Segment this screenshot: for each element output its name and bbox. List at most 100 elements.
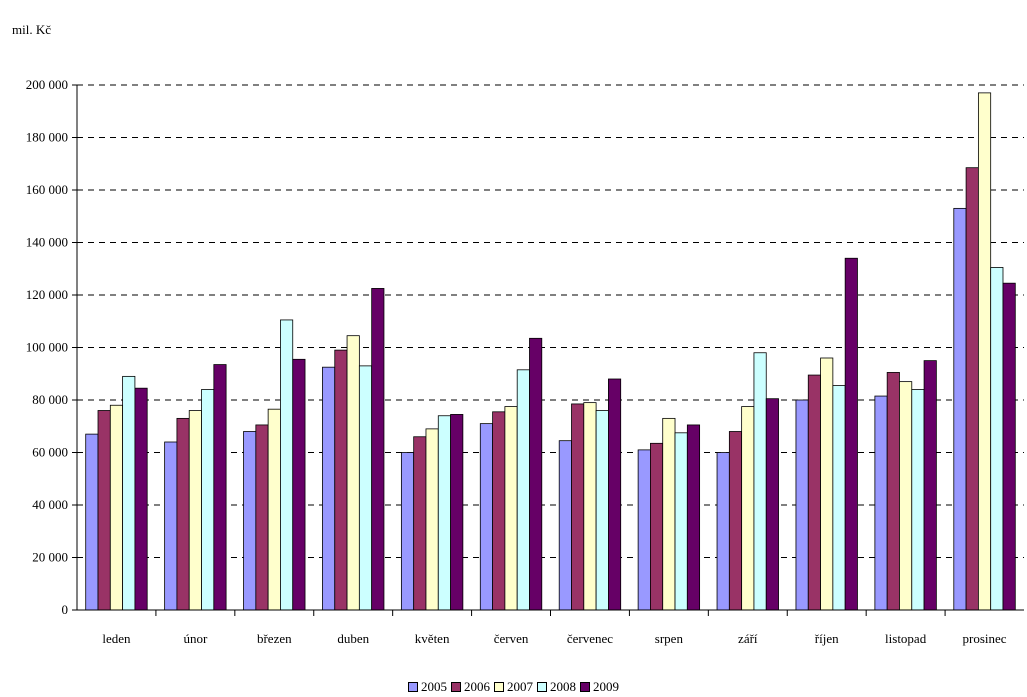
bar-2005-červen bbox=[479, 423, 493, 611]
bar-2007-červenec bbox=[583, 402, 597, 611]
bar-2009-březen bbox=[292, 358, 306, 611]
legend-swatch bbox=[580, 682, 590, 693]
y-tick-label: 200 000 bbox=[26, 77, 68, 92]
bar-2005-leden bbox=[85, 433, 99, 611]
bar-2006-prosinec bbox=[965, 167, 979, 611]
bar-2005-říjen bbox=[795, 399, 809, 611]
y-tick-label: 20 000 bbox=[32, 550, 68, 565]
bar-2008-prosinec bbox=[990, 267, 1004, 611]
y-tick-label: 160 000 bbox=[26, 182, 68, 197]
x-tick-label: červenec bbox=[567, 631, 613, 646]
bar-2005-prosinec bbox=[953, 207, 967, 611]
bar-2007-březen bbox=[267, 408, 281, 611]
bar-2009-únor bbox=[213, 364, 227, 611]
bar-2007-prosinec bbox=[977, 92, 992, 611]
bar-2009-prosinec bbox=[1002, 282, 1016, 611]
bar-2008-srpen bbox=[674, 432, 688, 611]
bar-2006-leden bbox=[97, 410, 111, 611]
bar-2009-leden bbox=[134, 387, 148, 611]
axes bbox=[72, 84, 1024, 616]
bar-2006-květen bbox=[413, 436, 427, 611]
bar-2008-leden bbox=[122, 375, 136, 611]
bar-2009-srpen bbox=[686, 424, 701, 611]
bar-2006-červen bbox=[492, 411, 506, 611]
x-tick-label: leden bbox=[102, 631, 131, 646]
bar-2009-červen bbox=[529, 337, 543, 611]
legend-swatch bbox=[451, 682, 461, 693]
legend-label: 2005 bbox=[421, 679, 447, 694]
x-tick-label: květen bbox=[415, 631, 450, 646]
y-tick-label: 100 000 bbox=[26, 340, 68, 355]
bar-2009-duben bbox=[371, 288, 385, 611]
bar-2009-listopad bbox=[923, 360, 937, 611]
legend-swatch bbox=[408, 682, 418, 693]
y-tick-label: 40 000 bbox=[32, 497, 68, 512]
y-tick-label: 60 000 bbox=[32, 445, 68, 460]
bar-2007-leden bbox=[109, 404, 124, 611]
x-tick-label: duben bbox=[337, 631, 369, 646]
bar-2007-květen bbox=[425, 428, 439, 611]
legend-item-2006: 2006 bbox=[451, 680, 490, 694]
bars bbox=[85, 92, 1016, 611]
bar-2006-srpen bbox=[650, 442, 664, 611]
bar-2006-listopad bbox=[886, 372, 900, 611]
bar-2006-červenec bbox=[571, 403, 585, 611]
bar-2005-březen bbox=[243, 431, 257, 611]
x-tick-label: červen bbox=[494, 631, 529, 646]
y-tick-label: 120 000 bbox=[26, 287, 68, 302]
bar-2007-červen bbox=[504, 406, 518, 611]
bar-2005-duben bbox=[322, 366, 336, 611]
bar-2007-únor bbox=[188, 410, 202, 611]
x-tick-label: říjen bbox=[815, 631, 839, 646]
legend-swatch bbox=[494, 682, 504, 693]
legend-label: 2007 bbox=[507, 679, 533, 694]
bar-2008-duben bbox=[358, 365, 373, 611]
y-axis-unit-label: mil. Kč bbox=[12, 22, 51, 37]
x-tick-label: září bbox=[738, 631, 758, 646]
bar-2009-říjen bbox=[844, 257, 858, 611]
bar-2008-červen bbox=[516, 369, 530, 611]
bar-2007-září bbox=[741, 406, 755, 611]
bar-2005-červenec bbox=[558, 440, 572, 611]
y-tick-label: 140 000 bbox=[26, 235, 68, 250]
y-tick-labels: 0 20 000 40 000 60 000 80 000 100 000 120 000 1… bbox=[26, 77, 68, 617]
legend-label: 2006 bbox=[464, 679, 490, 694]
bar-2006-únor bbox=[176, 417, 190, 611]
bar-2005-srpen bbox=[637, 449, 651, 611]
bar-2008-únor bbox=[201, 389, 215, 611]
legend-swatch bbox=[537, 682, 547, 693]
bar-2009-květen bbox=[450, 414, 464, 611]
bar-2008-říjen bbox=[832, 385, 846, 611]
bar-2005-květen bbox=[400, 452, 415, 611]
legend-item-2009: 2009 bbox=[580, 680, 619, 694]
legend-item-2008: 2008 bbox=[537, 680, 576, 694]
bar-2005-únor bbox=[164, 441, 178, 611]
x-tick-label: únor bbox=[183, 631, 208, 646]
bar-2006-březen bbox=[255, 424, 269, 611]
bar-2008-listopad bbox=[911, 389, 925, 611]
y-tick-label: 80 000 bbox=[32, 392, 68, 407]
bar-2006-říjen bbox=[807, 374, 821, 611]
x-tick-label: listopad bbox=[885, 631, 927, 646]
legend-item-2005: 2005 bbox=[408, 680, 447, 694]
x-tick-labels: leden únor březen duben květen červen červenec… bbox=[102, 631, 1006, 646]
bar-2008-květen bbox=[437, 415, 451, 611]
bar-2008-březen bbox=[280, 319, 294, 611]
y-tick-label: 180 000 bbox=[26, 130, 68, 145]
bar-2008-červenec bbox=[595, 410, 609, 611]
legend-label: 2008 bbox=[550, 679, 576, 694]
bar-2008-září bbox=[753, 352, 767, 611]
gridlines bbox=[77, 84, 1024, 558]
bar-2005-listopad bbox=[874, 395, 888, 611]
bar-2009-červenec bbox=[608, 378, 622, 611]
bar-2009-září bbox=[765, 398, 779, 611]
bar-2007-srpen bbox=[662, 417, 676, 611]
bar-2007-listopad bbox=[899, 381, 913, 611]
x-tick-label: srpen bbox=[655, 631, 684, 646]
bar-2006-duben bbox=[334, 349, 348, 611]
legend: 2005 2006 2007 2008 2009 bbox=[0, 680, 1027, 694]
legend-label: 2009 bbox=[593, 679, 619, 694]
legend-item-2007: 2007 bbox=[494, 680, 533, 694]
x-tick-label: březen bbox=[257, 631, 292, 646]
